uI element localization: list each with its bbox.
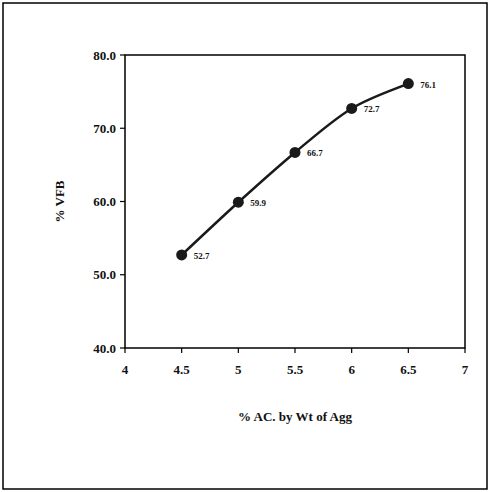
plot-marks xyxy=(176,78,414,260)
x-tick xyxy=(351,348,352,353)
y-tick-label: 80.0 xyxy=(93,48,116,63)
y-tick-label: 40.0 xyxy=(93,341,116,356)
data-point xyxy=(233,197,244,208)
plot-frame xyxy=(125,55,465,348)
x-tick-label: 5 xyxy=(235,362,242,377)
data-label: 76.1 xyxy=(420,80,436,90)
x-tick-label: 4.5 xyxy=(174,362,191,377)
x-tick xyxy=(294,348,295,353)
y-axis-title: % VFB xyxy=(52,180,67,222)
data-line xyxy=(182,84,409,255)
data-point xyxy=(403,78,414,89)
data-point xyxy=(346,103,357,114)
y-tick-label: 70.0 xyxy=(93,121,116,136)
y-tick xyxy=(120,347,125,348)
data-label: 59.9 xyxy=(250,198,266,208)
x-tick-label: 5.5 xyxy=(287,362,304,377)
y-tick xyxy=(120,201,125,202)
x-tick xyxy=(464,348,465,353)
x-tick xyxy=(408,348,409,353)
y-tick xyxy=(120,274,125,275)
data-point xyxy=(176,249,187,260)
y-tick xyxy=(120,54,125,55)
x-tick xyxy=(124,348,125,353)
data-label: 72.7 xyxy=(364,104,380,114)
x-tick xyxy=(181,348,182,353)
x-tick xyxy=(238,348,239,353)
y-tick-label: 60.0 xyxy=(93,194,116,209)
y-tick xyxy=(120,128,125,129)
data-label: 52.7 xyxy=(194,251,210,261)
data-label: 66.7 xyxy=(307,148,323,158)
chart: 40.0 50.0 60.0 70.0 80.0 4 4.5 5 5.5 6 6.5 7 % AC. b… xyxy=(0,0,490,492)
x-tick-label: 4 xyxy=(122,362,129,377)
x-tick-label: 7 xyxy=(462,362,469,377)
x-axis-title: % AC. by Wt of Agg xyxy=(238,409,352,424)
chart-border xyxy=(3,3,487,489)
x-tick-label: 6 xyxy=(348,362,355,377)
data-point xyxy=(290,147,301,158)
y-tick-label: 50.0 xyxy=(93,267,116,282)
x-tick-label: 6.5 xyxy=(400,362,417,377)
